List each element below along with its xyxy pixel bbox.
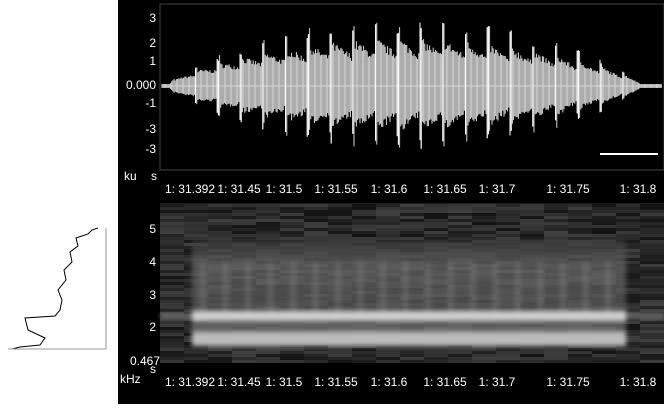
spectrogram-y-label: 0.467 bbox=[130, 354, 160, 368]
waveform-time-label: 1: 31.392 bbox=[165, 182, 215, 196]
spectrogram-y-label: 5 bbox=[149, 222, 156, 236]
waveform-y-label: -3 bbox=[145, 142, 156, 156]
spectrogram-time-label: 1: 31.45 bbox=[217, 375, 261, 389]
waveform-y-label: 1 bbox=[149, 54, 156, 68]
waveform-y-label: -1 bbox=[145, 96, 156, 110]
spectrogram-energy bbox=[160, 240, 664, 346]
side-spectrum-line bbox=[11, 227, 99, 350]
spectrogram-x-unit: s bbox=[150, 362, 156, 376]
waveform-time-label: 1: 31.7 bbox=[479, 182, 516, 196]
spectrogram-time-label: 1: 31.392 bbox=[165, 375, 215, 389]
waveform-time-label: 1: 31.65 bbox=[423, 182, 467, 196]
waveform-peaks bbox=[195, 22, 624, 149]
spectrogram-y-label: 3 bbox=[149, 288, 156, 302]
waveform-time-label: 1: 31.75 bbox=[546, 182, 590, 196]
waveform-time-label: 1: 31.6 bbox=[371, 182, 408, 196]
spectrogram-time-label: 1: 31.75 bbox=[546, 375, 590, 389]
waveform-time-label: 1: 31.8 bbox=[620, 182, 657, 196]
spectrogram-time-label: 1: 31.7 bbox=[479, 375, 516, 389]
waveform-y-unit: ku bbox=[124, 169, 137, 183]
spectrogram-y-label: 4 bbox=[149, 255, 156, 269]
spectrogram-y-label: 2 bbox=[149, 320, 156, 334]
waveform-y-label: 0.000 bbox=[126, 78, 156, 92]
waveform-y-label: 2 bbox=[149, 36, 156, 50]
waveform-x-unit: s bbox=[151, 169, 157, 183]
spectrogram-time-label: 1: 31.65 bbox=[423, 375, 467, 389]
waveform-time-label: 1: 31.45 bbox=[217, 182, 261, 196]
spectrogram-time-label: 1: 31.55 bbox=[314, 375, 358, 389]
waveform-time-label: 1: 31.5 bbox=[266, 182, 303, 196]
waveform-y-label: 3 bbox=[149, 11, 156, 25]
spectrogram-y-unit: kHz bbox=[120, 372, 141, 386]
waveform-time-label: 1: 31.55 bbox=[314, 182, 358, 196]
waveform-y-label: -3 bbox=[145, 122, 156, 136]
spectrogram-time-label: 1: 31.5 bbox=[266, 375, 303, 389]
spectrogram-time-label: 1: 31.8 bbox=[620, 375, 657, 389]
spectrogram-time-label: 1: 31.6 bbox=[371, 375, 408, 389]
